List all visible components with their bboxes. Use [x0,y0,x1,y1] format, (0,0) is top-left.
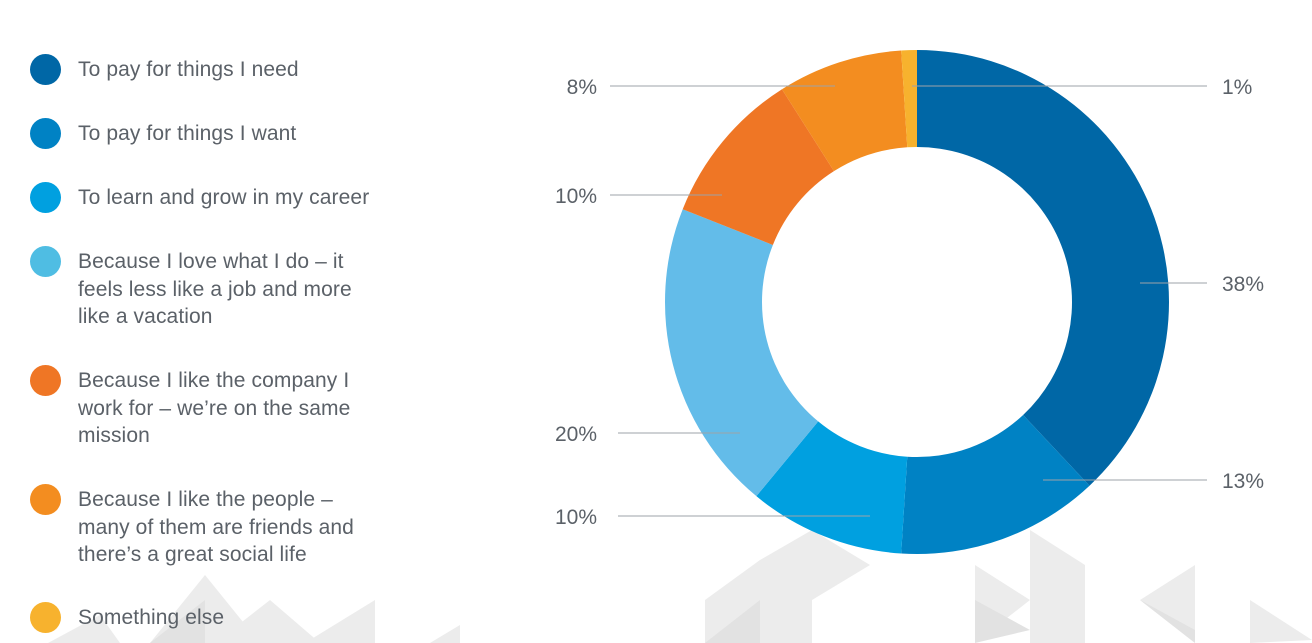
data-label-2: 13% [1222,470,1264,493]
donut-slice-5 [682,89,834,245]
data-label-1: 38% [1222,273,1264,296]
legend-swatch-4 [30,246,61,277]
legend-label-7: Something else [78,606,225,629]
donut-slice-7 [901,50,917,148]
legend-item-7: Something else [30,602,398,633]
legend-swatch-1 [30,54,61,85]
legend-item-1: To pay for things I need [30,54,398,85]
legend-item-3: To learn and grow in my career [30,182,398,213]
legend-label-2: To pay for things I want [78,122,297,145]
legend-swatch-2 [30,118,61,149]
data-label-5: 10% [555,185,597,208]
legend-swatch-3 [30,182,61,213]
data-label-6: 8% [567,76,597,99]
legend-swatch-7 [30,602,61,633]
legend-label-3: To learn and grow in my career [78,186,370,209]
legend-item-6: Because I like the people – many of them … [30,484,398,569]
data-label-7: 1% [1222,76,1252,99]
donut-slice-1 [917,50,1170,486]
donut-slice-2 [901,414,1090,554]
data-label-3: 10% [555,506,597,529]
legend-item-4: Because I love what I do – it feels less … [30,246,398,331]
legend-item-2: To pay for things I want [30,118,398,149]
data-label-4: 20% [555,423,597,446]
donut-slice-3 [756,421,908,554]
legend-swatch-5 [30,365,61,396]
legend-label-1: To pay for things I need [78,58,299,81]
donut-slice-6 [781,50,908,172]
legend-label-6: Because I like the people – many of them … [78,488,354,566]
donut-slice-4 [665,209,819,497]
legend-label-4: Because I love what I do – it feels less … [78,250,352,328]
legend-swatch-6 [30,484,61,515]
